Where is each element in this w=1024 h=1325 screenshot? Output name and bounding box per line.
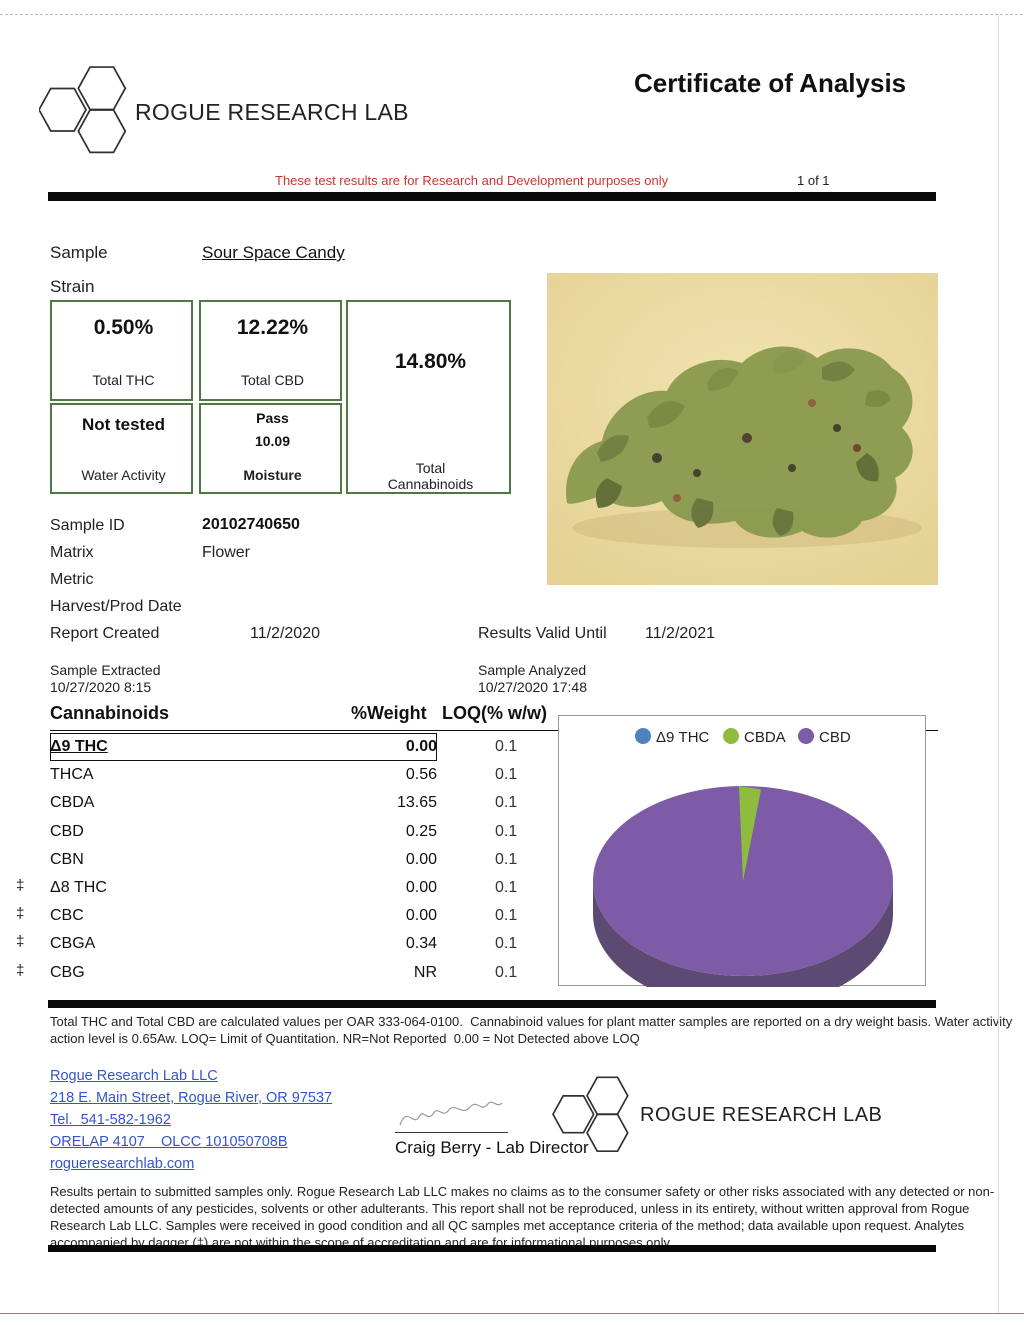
svg-text:CBD: CBD bbox=[819, 729, 851, 746]
svg-text:CBDA: CBDA bbox=[744, 729, 786, 746]
svg-text:Δ9 THC: Δ9 THC bbox=[656, 729, 710, 746]
